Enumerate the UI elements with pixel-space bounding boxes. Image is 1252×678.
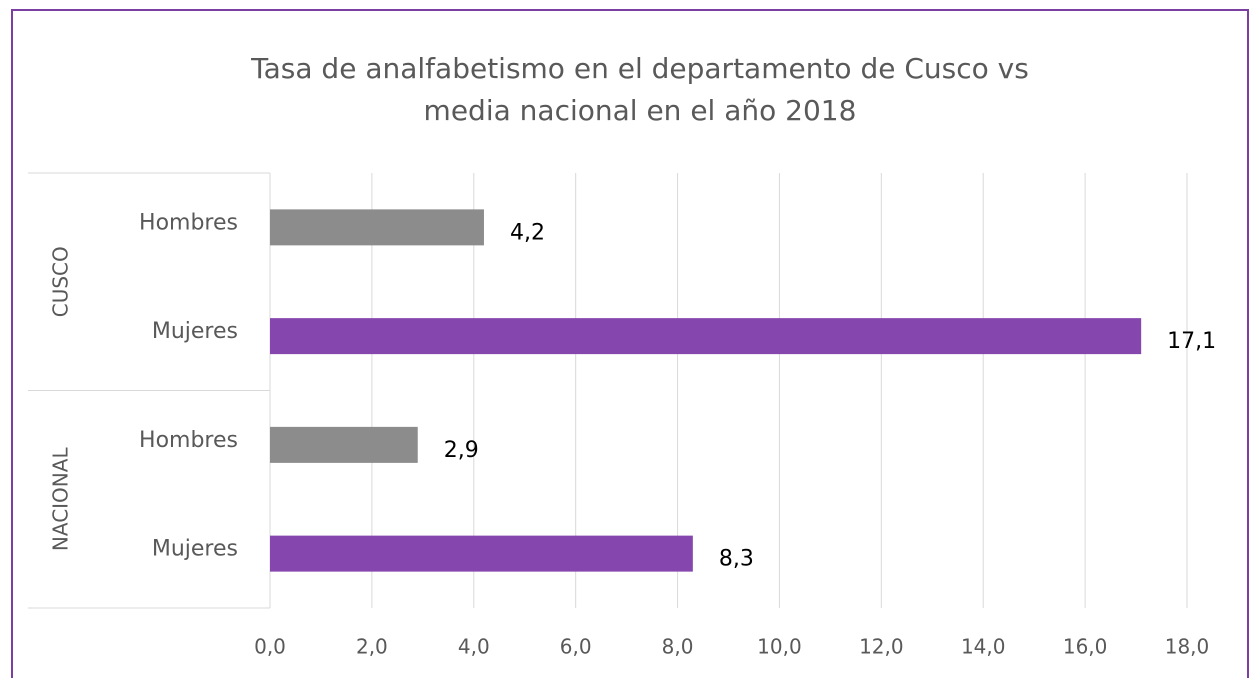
y-tick-label: Hombres: [139, 428, 238, 453]
bar: [270, 426, 418, 463]
bar: [270, 318, 1142, 355]
y-tick-label: Mujeres: [152, 537, 238, 562]
x-tick-label: 8,0: [662, 635, 694, 659]
x-tick-label: 12,0: [859, 635, 904, 659]
x-tick-label: 2,0: [356, 635, 388, 659]
x-tick-label: 18,0: [1165, 635, 1210, 659]
data-label: 4,2: [510, 220, 545, 245]
x-tick-label: 6,0: [560, 635, 592, 659]
data-label: 2,9: [444, 438, 479, 463]
bar: [270, 535, 693, 572]
x-tick-label: 16,0: [1063, 635, 1108, 659]
group-label: NACIONAL: [49, 447, 73, 552]
chart-title: Tasa de analfabetismo en el departamento…: [250, 52, 1029, 127]
y-tick-label: Hombres: [139, 210, 238, 235]
group-label: CUSCO: [49, 246, 73, 317]
y-tick-label: Mujeres: [152, 319, 238, 344]
x-tick-label: 0,0: [254, 635, 286, 659]
x-tick-label: 4,0: [458, 635, 490, 659]
x-tick-label: 14,0: [961, 635, 1006, 659]
data-label: 8,3: [719, 547, 754, 572]
data-label: 17,1: [1167, 329, 1216, 354]
bar: [270, 209, 484, 246]
x-tick-label: 10,0: [757, 635, 802, 659]
